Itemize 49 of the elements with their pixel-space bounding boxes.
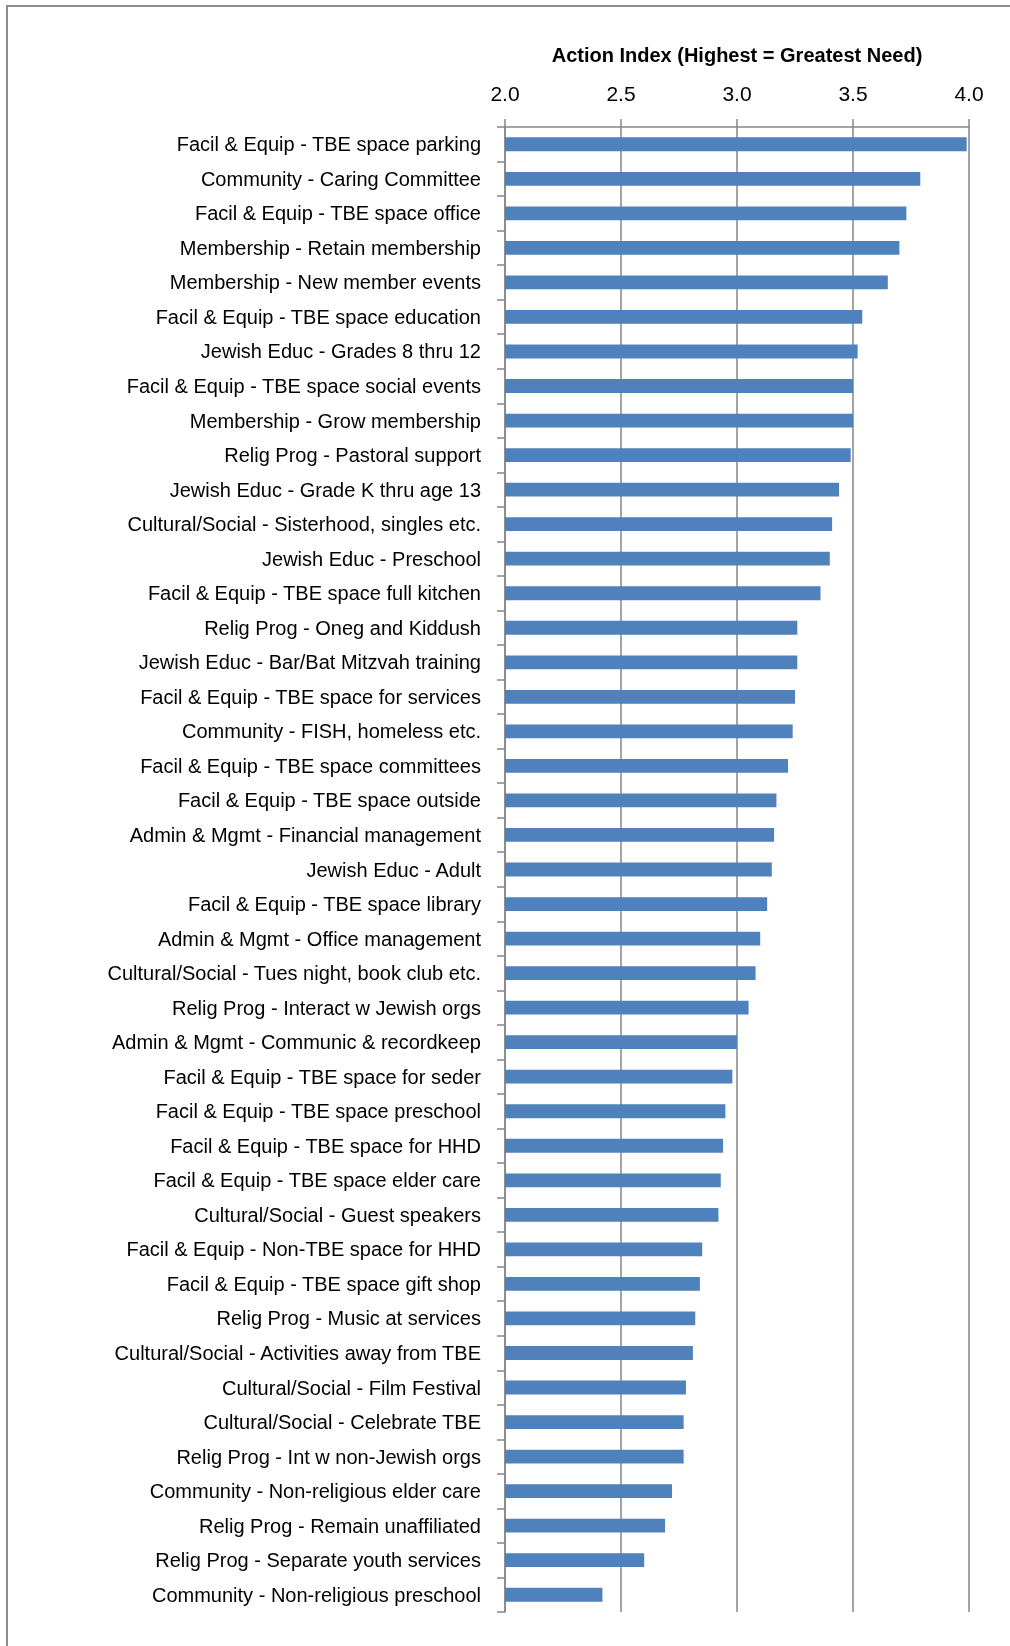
y-tick-label: Membership - Grow membership (189, 409, 481, 432)
y-tick-label: Facil & Equip - TBE space education (155, 305, 481, 328)
y-tick-label: Relig Prog - Int w non-Jewish orgs (176, 1445, 481, 1468)
y-tick-label: Facil & Equip - TBE space library (187, 893, 481, 916)
y-tick-label: Facil & Equip - TBE space full kitchen (147, 582, 481, 605)
x-tick-label: 2.0 (490, 82, 520, 105)
x-tick-label: 3.0 (722, 82, 752, 105)
y-tick-label: Relig Prog - Separate youth services (155, 1549, 481, 1572)
y-tick-label: Relig Prog - Oneg and Kiddush (204, 616, 481, 639)
y-tick-label: Admin & Mgmt - Communic & recordkeep (111, 1031, 481, 1054)
y-tick-label: Facil & Equip - TBE space office (194, 202, 481, 225)
y-tick-label: Cultural/Social - Celebrate TBE (203, 1411, 481, 1434)
y-tick-label: Community - Non-religious preschool (151, 1583, 481, 1606)
x-tick-label: 2.5 (606, 82, 636, 105)
y-tick-label: Facil & Equip - TBE space for seder (163, 1065, 482, 1088)
y-tick-label: Facil & Equip - TBE space parking (176, 133, 481, 156)
y-tick-label: Membership - Retain membership (179, 236, 481, 259)
y-tick-label: Admin & Mgmt - Financial management (129, 823, 482, 846)
y-tick-label: Facil & Equip - TBE space outside (177, 789, 481, 812)
y-tick-label: Relig Prog - Interact w Jewish orgs (171, 996, 481, 1019)
y-tick-label: Membership - New member events (169, 271, 481, 294)
y-tick-label: Facil & Equip - TBE space elder care (153, 1169, 481, 1192)
y-tick-label: Cultural/Social - Sisterhood, singles etc. (127, 513, 481, 536)
y-tick-label: Jewish Educ - Bar/Bat Mitzvah training (138, 651, 481, 674)
y-tick-label: Jewish Educ - Grade K thru age 13 (169, 478, 481, 501)
y-tick-label: Facil & Equip - TBE space gift shop (166, 1272, 481, 1295)
y-tick-label: Cultural/Social - Activities away from TBE (114, 1341, 481, 1364)
y-tick-label: Community - FISH, homeless etc. (182, 720, 481, 743)
x-axis-title: Action Index (Highest = Greatest Need) (551, 44, 923, 66)
y-tick-label: Community - Caring Committee (200, 167, 481, 190)
y-tick-label: Facil & Equip - TBE space social events (126, 375, 481, 398)
y-tick-label: Facil & Equip - TBE space preschool (155, 1100, 481, 1123)
y-tick-label: Jewish Educ - Grades 8 thru 12 (200, 340, 481, 363)
y-tick-label: Community - Non-religious elder care (149, 1480, 481, 1503)
y-tick-label: Facil & Equip - TBE space for services (140, 685, 481, 708)
y-tick-label: Cultural/Social - Guest speakers (194, 1203, 481, 1226)
y-tick-label: Cultural/Social - Tues night, book club etc. (107, 962, 481, 985)
y-tick-label: Cultural/Social - Film Festival (222, 1376, 481, 1399)
y-tick-label: Facil & Equip - Non-TBE space for HHD (126, 1238, 481, 1261)
y-tick-label: Jewish Educ - Adult (306, 858, 482, 881)
y-tick-label: Admin & Mgmt - Office management (157, 927, 482, 950)
y-tick-label: Relig Prog - Remain unaffiliated (198, 1514, 481, 1537)
x-tick-label: 4.0 (954, 82, 984, 105)
x-tick-label: 3.5 (838, 82, 868, 105)
y-tick-label: Facil & Equip - TBE space for HHD (170, 1134, 481, 1157)
y-tick-label: Relig Prog - Music at services (216, 1307, 481, 1330)
y-tick-label: Facil & Equip - TBE space committees (140, 754, 481, 777)
y-tick-label: Relig Prog - Pastoral support (224, 444, 482, 467)
y-tick-label: Jewish Educ - Preschool (262, 547, 481, 570)
